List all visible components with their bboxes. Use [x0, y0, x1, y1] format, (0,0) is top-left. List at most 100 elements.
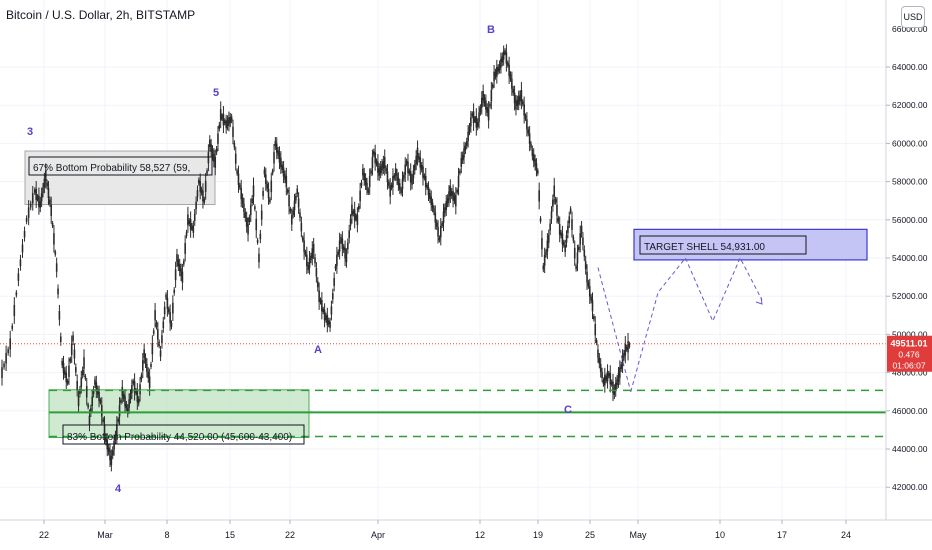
candle-body — [229, 117, 232, 123]
candle-body — [558, 223, 561, 235]
candle-body — [297, 198, 300, 208]
candle-body — [256, 239, 259, 243]
candle-body — [560, 232, 562, 236]
candle-body — [224, 120, 226, 124]
candle-body — [486, 107, 489, 113]
candle-body — [83, 357, 85, 369]
candle-body — [290, 215, 293, 225]
candle-body — [579, 233, 582, 245]
candle-body — [342, 246, 345, 251]
chart-title: Bitcoin / U.S. Dollar, 2h, BITSTAMP — [6, 8, 196, 22]
candle-body — [53, 233, 55, 245]
candle-body — [96, 389, 99, 395]
candle-body — [113, 440, 115, 450]
candle-body — [375, 160, 378, 165]
candle-body — [627, 341, 629, 353]
candle-body — [128, 399, 130, 408]
candle-body — [610, 381, 613, 385]
candle-body — [535, 163, 538, 172]
candle-body — [435, 222, 438, 227]
candle-body — [281, 164, 284, 170]
candle-body — [109, 450, 111, 461]
projection-path — [630, 256, 763, 392]
candle-body — [270, 180, 273, 193]
candle-body — [430, 196, 433, 205]
candle-body — [543, 255, 546, 266]
candle-body — [362, 168, 364, 176]
price-tick-label: 44000.00 — [892, 444, 928, 454]
candle-body — [76, 380, 78, 391]
candle-body — [273, 151, 275, 164]
candle-body — [483, 97, 486, 104]
candle-body — [293, 200, 296, 211]
candle-body — [80, 377, 83, 387]
candle-body — [177, 259, 180, 267]
candle-body — [371, 157, 374, 168]
candle-body — [163, 306, 166, 315]
candle-body — [394, 168, 397, 176]
candle-body — [467, 131, 469, 141]
candle-body — [583, 249, 586, 257]
candle-body — [512, 88, 515, 93]
candle-body — [132, 380, 135, 384]
candle-body — [131, 385, 133, 394]
candle-body — [195, 201, 197, 210]
candle-body — [377, 161, 379, 173]
candle-body — [248, 217, 251, 222]
candle-body — [400, 189, 402, 193]
candle-body — [330, 306, 333, 315]
candle-body — [620, 364, 623, 369]
candle-body — [461, 155, 464, 161]
candle-body — [414, 164, 416, 171]
candle-body — [144, 357, 147, 364]
candle-body — [606, 371, 609, 382]
candle-body — [351, 204, 353, 216]
candle-body — [206, 170, 208, 174]
green-zone-text: 83% Bottom Probability 44,520.00 (45,600… — [67, 432, 292, 443]
candle-body — [478, 112, 480, 122]
candle-body — [590, 296, 592, 301]
candle-body — [326, 314, 329, 326]
candle-body — [237, 173, 240, 185]
candle-body — [198, 179, 200, 184]
candle-body — [204, 180, 207, 192]
candle-body — [29, 203, 32, 208]
candle-body — [345, 253, 348, 263]
currency-button[interactable]: USD — [901, 6, 925, 28]
candle-body — [90, 408, 92, 414]
candle-body — [5, 352, 7, 364]
candle-body — [170, 322, 173, 327]
candle-body — [208, 139, 211, 147]
candle-body — [140, 375, 143, 380]
candle-body — [185, 232, 188, 236]
candle-body — [327, 320, 330, 325]
candle-body — [7, 349, 9, 354]
candle-body — [150, 363, 152, 367]
candle-body — [420, 165, 423, 170]
candle-body — [355, 215, 357, 220]
candle-body — [537, 170, 539, 174]
candle-body — [599, 363, 602, 372]
candle-body — [126, 408, 129, 414]
candle-body — [243, 203, 245, 213]
wave-label-5: 5 — [213, 87, 219, 99]
current-price-countdown: 01:06:07 — [892, 361, 925, 371]
candle-body — [379, 166, 382, 174]
candle-body — [292, 210, 294, 216]
time-tick-label: 8 — [164, 530, 169, 540]
candle-body — [470, 117, 472, 127]
target-zone-text: TARGET SHELL 54,931.00 — [644, 242, 765, 253]
candle-body — [255, 218, 258, 231]
candle-body — [433, 208, 435, 213]
candle-body — [385, 167, 387, 172]
candle-body — [222, 113, 225, 126]
candle-body — [64, 370, 66, 375]
candle-body — [36, 196, 39, 200]
candle-body — [468, 126, 471, 132]
candle-body — [608, 372, 610, 377]
candle-body — [374, 152, 376, 164]
candle-body — [148, 376, 151, 388]
candle-body — [11, 325, 14, 329]
gray-zone-text: 67% Bottom Probability 58,527 (59, — [33, 163, 190, 174]
